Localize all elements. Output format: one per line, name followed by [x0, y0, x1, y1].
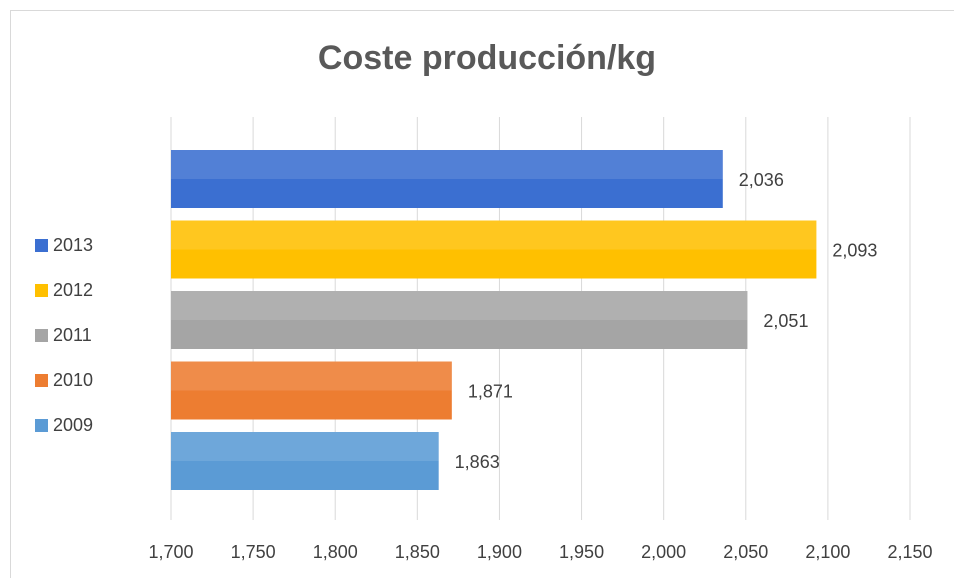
bar — [171, 220, 817, 279]
x-tick-label: 2,050 — [723, 542, 768, 562]
legend-label: 2010 — [53, 370, 93, 390]
bar-shade — [171, 150, 723, 179]
bar — [171, 150, 723, 208]
legend-swatch — [35, 329, 48, 342]
legend-label: 2013 — [53, 235, 93, 255]
x-tick-label: 1,900 — [477, 542, 522, 562]
bar-shade — [171, 291, 748, 320]
legend-label: 2012 — [53, 280, 93, 300]
data-label: 2,051 — [763, 311, 808, 331]
bar-shade — [171, 432, 439, 461]
bar — [171, 432, 439, 490]
x-tick-label: 2,000 — [641, 542, 686, 562]
legend-swatch — [35, 374, 48, 387]
x-tick-label: 2,150 — [887, 542, 932, 562]
bar — [171, 361, 452, 420]
bar-shade — [171, 220, 817, 250]
data-label: 1,871 — [468, 381, 513, 401]
x-tick-label: 2,100 — [805, 542, 850, 562]
bar — [171, 291, 748, 349]
data-label: 2,093 — [832, 240, 877, 260]
data-label: 2,036 — [739, 170, 784, 190]
x-tick-label: 1,950 — [559, 542, 604, 562]
legend-label: 2009 — [53, 415, 93, 435]
x-tick-label: 1,850 — [395, 542, 440, 562]
chart-title: Coste producción/kg — [318, 39, 656, 77]
legend-swatch — [35, 284, 48, 297]
legend-swatch — [35, 419, 48, 432]
legend-swatch — [35, 239, 48, 252]
x-tick-label: 1,700 — [148, 542, 193, 562]
x-tick-label: 1,800 — [313, 542, 358, 562]
x-tick-label: 1,750 — [231, 542, 276, 562]
legend-label: 2011 — [53, 325, 92, 345]
bar-shade — [171, 361, 452, 391]
data-label: 1,863 — [455, 452, 500, 472]
